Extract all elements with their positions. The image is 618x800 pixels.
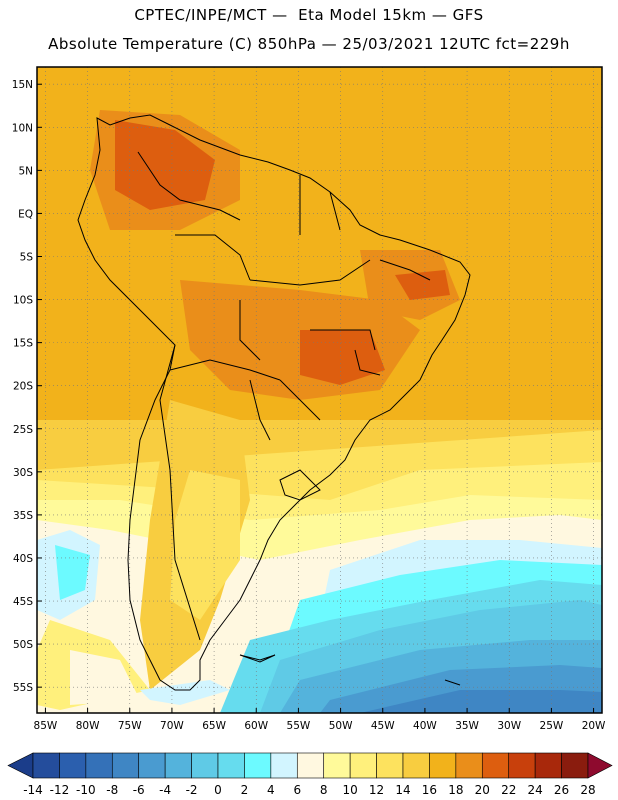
colorbar-max-arrow: [587, 752, 613, 779]
colorbar-swatch: [270, 752, 298, 779]
colorbar-swatch: [561, 752, 589, 779]
lat-label: 35S: [13, 510, 33, 522]
colorbar-label: -6: [133, 783, 145, 797]
colorbar-swatch: [349, 752, 377, 779]
colorbar-label: -2: [186, 783, 198, 797]
colorbar-label: -10: [76, 783, 96, 797]
colorbar-swatch: [164, 752, 192, 779]
lat-label: 30S: [13, 467, 33, 479]
lon-label: 40W: [413, 720, 437, 732]
lon-label: 30W: [497, 720, 521, 732]
colorbar-labels: -14 -12 -10 -8 -6 -4 -2 0 2 4 6 8 10 12 14 16 18 20 22 24 26…: [23, 783, 595, 797]
colorbar-label: 0: [214, 783, 222, 797]
colorbar-label: 28: [580, 783, 595, 797]
colorbar-label: -8: [106, 783, 118, 797]
lon-label: 75W: [118, 720, 142, 732]
lat-label: 10N: [12, 122, 33, 134]
lat-label: 25S: [13, 424, 33, 436]
lat-label: 20S: [13, 381, 33, 393]
lon-label: 50W: [329, 720, 353, 732]
colorbar-swatch: [32, 752, 60, 779]
lat-label: 45S: [13, 596, 33, 608]
lon-label: 25W: [540, 720, 564, 732]
colorbar-swatch: [59, 752, 87, 779]
map-frame: [36, 66, 603, 714]
colorbar-swatch: [191, 752, 219, 779]
colorbar-swatch: [481, 752, 510, 779]
colorbar-label: 4: [267, 783, 275, 797]
colorbar-swatch: [455, 752, 483, 779]
temperature-field: [37, 67, 602, 713]
colorbar-swatch: [376, 752, 404, 779]
colorbar-label: 2: [241, 783, 249, 797]
colorbar-label: 18: [448, 783, 463, 797]
lon-label: 45W: [371, 720, 395, 732]
colorbar-swatch: [296, 752, 325, 779]
colorbar: -14 -12 -10 -8 -6 -4 -2 0 2 4 6 8 10 12 14 16 18 20 22 24 26…: [7, 752, 613, 797]
lon-label: 35W: [455, 720, 479, 732]
colorbar-swatch: [429, 752, 457, 779]
lat-label: 5N: [18, 165, 33, 177]
lon-label: 60W: [244, 720, 268, 732]
longitude-tick-labels: 85W 80W 75W 70W 65W 60W 55W 50W 45W 40W 35W 30W 25W 2…: [34, 708, 606, 732]
lon-label: 85W: [34, 720, 58, 732]
colorbar-swatch: [217, 752, 245, 779]
colorbar-swatches: [7, 752, 613, 779]
lon-label: 70W: [160, 720, 184, 732]
lat-label: 10S: [13, 295, 33, 307]
colorbar-swatch: [323, 752, 351, 779]
colorbar-swatch: [138, 752, 166, 779]
colorbar-label: 10: [343, 783, 358, 797]
lat-label: 50S: [13, 639, 33, 651]
colorbar-swatch: [85, 752, 113, 779]
colorbar-label: 8: [320, 783, 328, 797]
colorbar-swatch: [402, 752, 430, 779]
colorbar-label: 24: [528, 783, 543, 797]
lat-label: 55S: [13, 682, 33, 694]
coastline-and-borders: [77, 114, 471, 691]
lon-label: 80W: [76, 720, 100, 732]
map-panel: 15N 10N 5N EQ 5S 10S 15S 20S 25S 30S 35S 40S 45S 50S 5…: [12, 66, 606, 732]
latitude-tick-labels: 15N 10N 5N EQ 5S 10S 15S 20S 25S 30S 35S 40S 45S 50S 5…: [12, 79, 42, 694]
colorbar-min-arrow: [7, 752, 34, 779]
lat-label: 15S: [13, 338, 33, 350]
colorbar-swatch: [534, 752, 562, 779]
colorbar-label: 16: [422, 783, 437, 797]
colorbar-label: -14: [23, 783, 43, 797]
lon-label: 55W: [287, 720, 311, 732]
colorbar-label: 26: [554, 783, 569, 797]
lon-label: 65W: [202, 720, 226, 732]
lat-label: 40S: [13, 553, 33, 565]
colorbar-swatch: [508, 752, 536, 779]
colorbar-label: -12: [50, 783, 70, 797]
colorbar-label: 22: [501, 783, 516, 797]
colorbar-label: 6: [293, 783, 301, 797]
lat-label: 15N: [12, 79, 33, 91]
lat-label: 5S: [20, 251, 34, 263]
chart-title-line-1: CPTEC/INPE/MCT — Eta Model 15km — GFS: [134, 6, 484, 24]
colorbar-swatch: [111, 752, 140, 779]
chart-title-line-2: Absolute Temperature (C) 850hPa — 25/03/…: [48, 35, 570, 53]
colorbar-label: -4: [159, 783, 171, 797]
lat-label: EQ: [18, 208, 33, 220]
colorbar-label: 20: [475, 783, 490, 797]
colorbar-label: 12: [369, 783, 384, 797]
lon-label: 20W: [582, 720, 606, 732]
colorbar-swatch: [244, 752, 272, 779]
colorbar-label: 14: [395, 783, 410, 797]
